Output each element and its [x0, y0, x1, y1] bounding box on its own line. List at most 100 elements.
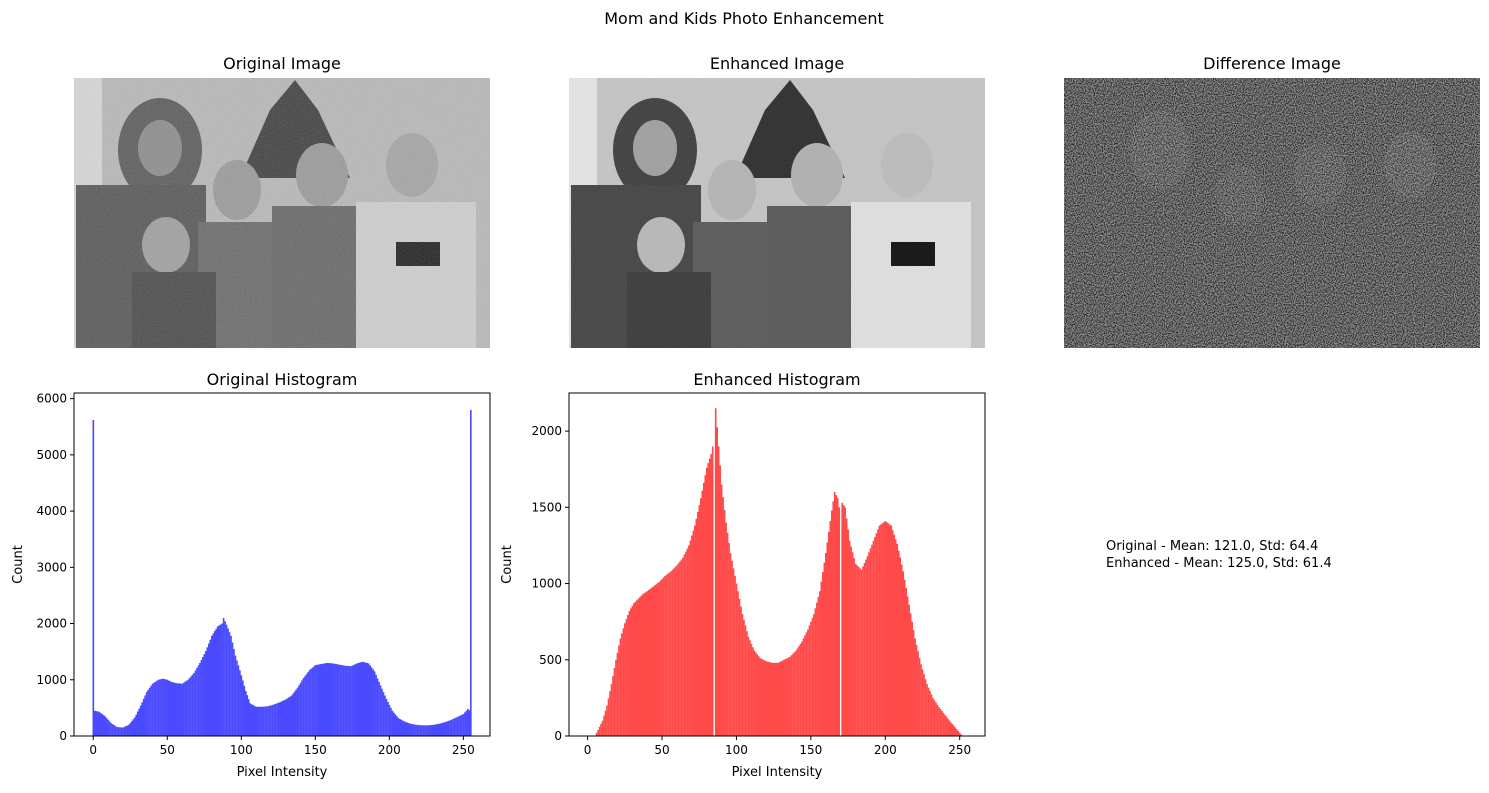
histogram-bar — [667, 573, 669, 736]
x-tick-label: 250 — [948, 743, 971, 757]
histogram-bar — [752, 647, 754, 736]
histogram-bar — [298, 685, 300, 736]
histogram-bar — [125, 726, 127, 736]
histogram-bar — [302, 678, 305, 736]
histogram-bar — [336, 664, 339, 736]
histogram-bar — [906, 596, 909, 736]
histogram-bar — [307, 672, 309, 736]
histogram-bar — [951, 724, 954, 736]
histogram-bar — [622, 628, 625, 736]
histogram-bar — [769, 662, 772, 736]
histogram-bar — [955, 729, 958, 736]
histogram-bar — [376, 678, 379, 736]
enhanced-image-panel: Enhanced Image — [569, 54, 985, 348]
histogram-bar — [826, 542, 829, 736]
histogram-bar — [905, 588, 908, 736]
histogram-bar — [763, 660, 766, 736]
histogram-bar — [145, 692, 148, 736]
histogram-bar — [348, 666, 351, 736]
x-tick-label: 50 — [160, 743, 175, 757]
x-axis-label: Pixel Intensity — [732, 765, 823, 780]
histogram-bar — [854, 563, 857, 736]
histogram-bar — [609, 691, 611, 736]
histogram-bar — [647, 590, 650, 736]
histogram-bar — [187, 679, 189, 736]
histogram-bar — [894, 539, 897, 736]
histogram-bar — [680, 559, 683, 736]
histogram-bar — [793, 652, 796, 736]
histogram-bar — [462, 714, 465, 736]
histogram-bar — [261, 706, 263, 736]
histogram-bar — [129, 722, 132, 736]
histogram-bar — [461, 714, 463, 736]
histogram-bar — [323, 663, 326, 736]
histogram-bar — [635, 600, 638, 736]
histogram-bar — [677, 563, 680, 736]
histogram-bar — [400, 719, 403, 736]
histogram-bar — [671, 569, 674, 736]
histogram-bar — [320, 664, 323, 736]
histogram-bar — [345, 665, 348, 736]
histogram-bar — [219, 624, 222, 736]
y-tick-label: 500 — [539, 653, 562, 667]
histogram-bar — [817, 596, 820, 736]
histogram-bar — [738, 598, 741, 736]
histogram-bar — [606, 705, 608, 736]
x-tick-label: 150 — [799, 743, 822, 757]
histogram-bar — [111, 724, 114, 736]
histogram-bar — [141, 702, 143, 736]
histogram-bar — [714, 408, 717, 736]
histogram-bar — [750, 643, 753, 736]
histogram-bar — [927, 687, 930, 736]
y-tick-label: 0 — [554, 729, 562, 743]
histogram-bar — [701, 490, 704, 736]
histogram-bar — [391, 710, 394, 736]
histogram-bar — [805, 632, 808, 736]
x-tick-label: 200 — [874, 743, 897, 757]
histogram-bar — [280, 701, 283, 736]
histogram-bar — [467, 709, 469, 736]
histogram-bar — [276, 703, 278, 736]
original-photo — [74, 78, 490, 348]
histogram-bar — [914, 638, 916, 736]
histogram-bar — [293, 691, 296, 736]
y-axis-label: Count — [500, 545, 515, 584]
histogram-bar — [664, 575, 666, 736]
histogram-bar — [633, 603, 635, 736]
histogram-bar — [732, 568, 735, 736]
histogram-bar — [101, 714, 104, 736]
axes-frame — [568, 392, 986, 737]
x-tick-label: 0 — [584, 743, 592, 757]
histogram-bar — [936, 704, 939, 736]
histogram-bar — [283, 700, 286, 736]
histogram-bar — [282, 700, 284, 736]
histogram-bar — [908, 604, 910, 736]
histogram-bar — [108, 721, 111, 736]
difference-image-title: Difference Image — [1203, 54, 1341, 73]
histogram-bar — [850, 546, 852, 736]
histogram-bar — [425, 725, 428, 736]
histogram-bar — [945, 716, 948, 736]
histogram-bar — [719, 465, 721, 736]
original-histogram: Original Histogram 0 50 100 150 200 250 0 1000 20… — [11, 370, 491, 780]
histogram-bar — [640, 595, 643, 736]
y-tick-label: 3000 — [36, 560, 67, 574]
histogram-bar — [658, 582, 660, 736]
histogram-bar — [795, 650, 797, 736]
histogram-bar — [138, 708, 141, 736]
histogram-bar — [923, 674, 925, 736]
histogram-bar — [822, 572, 824, 736]
y-tick-label: 2000 — [531, 424, 562, 438]
histogram-bar — [284, 699, 287, 736]
histogram-bar — [859, 568, 861, 736]
histogram-bar — [655, 584, 657, 736]
histogram-bar — [829, 521, 832, 736]
histogram-bar — [600, 723, 602, 736]
histogram-bar — [379, 685, 382, 736]
histogram-bar — [903, 579, 906, 736]
histogram-bar — [165, 679, 167, 736]
histogram-bar — [705, 467, 708, 736]
histogram-bar — [918, 657, 921, 736]
